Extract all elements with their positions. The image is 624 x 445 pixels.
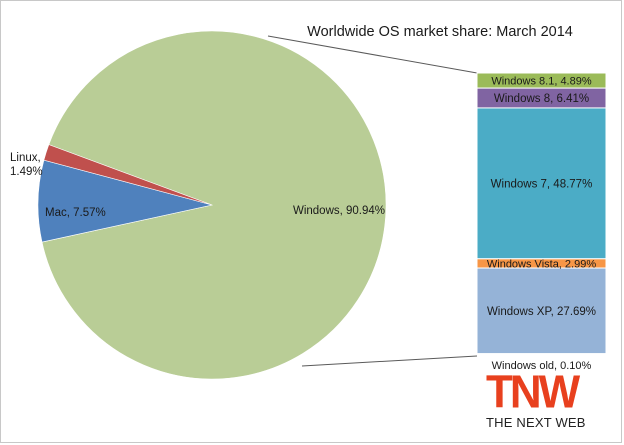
pie-chart: [37, 30, 387, 380]
bar-label-windows-old: Windows old, 0.10%: [492, 360, 592, 372]
connector-top: [267, 35, 478, 74]
pie-bar-connectors: [267, 35, 478, 367]
pie-label-windows: Windows, 90.94%: [293, 205, 385, 217]
bar-label-windows-7: Windows 7, 48.77%: [491, 178, 593, 190]
pie-label-linux-value: 1.49%: [10, 166, 43, 178]
pie-label-mac: Mac, 7.57%: [45, 207, 106, 219]
pie-slice-windows: [41, 30, 387, 380]
pie-label-linux-name: Linux,: [10, 152, 41, 164]
bar-label-windows-8-1: Windows 8.1, 4.89%: [491, 76, 591, 88]
bar-label-windows-8: Windows 8, 6.41%: [494, 93, 589, 105]
bar-segment-windows-xp: [476, 267, 607, 355]
stacked-bar: [476, 72, 607, 355]
bar-segment-windows-old: [476, 353, 607, 355]
tnw-logo: TNW THE NEXT WEB: [486, 366, 606, 432]
connector-bottom: [301, 355, 478, 367]
tnw-logo-letters: TNW: [486, 366, 580, 419]
bar-label-windows-vista: Windows Vista, 2.99%: [487, 258, 596, 270]
tnw-logo-tagline: THE NEXT WEB: [486, 415, 586, 430]
pie-slice-linux: [43, 144, 213, 206]
chart-title: Worldwide OS market share: March 2014: [307, 24, 573, 40]
bar-label-windows-xp: Windows XP, 27.69%: [487, 306, 596, 318]
